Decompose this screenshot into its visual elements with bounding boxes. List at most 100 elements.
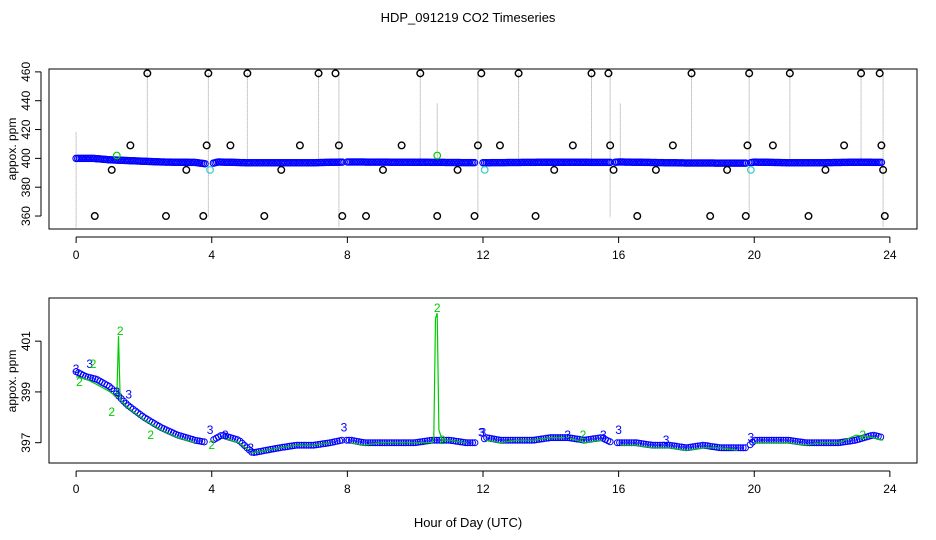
top-y-tick-label: 380: [19, 177, 33, 197]
series-3-point: [848, 437, 856, 445]
series-3-point: [431, 436, 438, 444]
outlier-point: [609, 165, 618, 174]
top-y-tick-label: 360: [19, 206, 33, 226]
series-3-point: [469, 439, 476, 447]
series-3-point: [362, 439, 370, 447]
outlier-point: [331, 69, 340, 78]
outlier-point: [260, 212, 269, 221]
series-3-point: [575, 435, 583, 443]
outlier-point: [706, 212, 715, 221]
top-panel: 0 4 8 12 16 20 24 360 380 400 420 440 460 appox. pp…: [5, 62, 918, 262]
top-x-tick-label: 20: [748, 248, 762, 262]
series-3-label: 3: [480, 426, 487, 440]
outlier-point: [416, 69, 425, 78]
top-y-tick-label: 440: [19, 90, 33, 110]
series-2-label: 2: [439, 433, 446, 447]
series-3-point: [466, 439, 474, 447]
series-3-point: [191, 436, 199, 444]
series-3-point: [867, 432, 875, 440]
series-2-label: 2: [90, 357, 97, 371]
series-3-label: 3: [86, 357, 93, 371]
series-3-label: 3: [341, 420, 348, 434]
bottom-x-tick-label: 16: [612, 482, 626, 496]
figure-title: HDP_091219 CO2 Timeseries: [381, 10, 556, 25]
series-3-point: [734, 444, 742, 452]
outlier-point: [473, 141, 482, 150]
outlier-point: [877, 141, 886, 150]
series-3-point: [471, 439, 479, 447]
series-3-point: [730, 444, 738, 452]
outlier-point: [857, 69, 866, 78]
bottom-x-tick-label: 0: [73, 482, 80, 496]
series-3-point: [606, 438, 614, 446]
outlier-point: [433, 212, 442, 221]
outlier-point: [879, 165, 888, 174]
top-y-tick-label: 420: [19, 119, 33, 139]
top-x-tick-label: 16: [612, 248, 626, 262]
series-3-point: [423, 437, 431, 445]
series-3-label: 3: [113, 385, 120, 399]
cyan-point: [746, 166, 755, 174]
series-3-point: [419, 438, 427, 446]
outlier-point: [277, 165, 286, 174]
bottom-x-tick-label: 8: [344, 482, 351, 496]
series-3-point: [739, 444, 747, 452]
outlier-point: [243, 69, 252, 78]
top-outlier-points: [90, 69, 889, 221]
series-2-label: 2: [580, 428, 587, 442]
outlier-point: [314, 69, 323, 78]
outlier-point: [768, 141, 777, 150]
outlier-point: [161, 212, 170, 221]
series-3-label: 3: [615, 423, 622, 437]
series-3-point: [217, 432, 225, 440]
bottom-y-axis: 397 399 401: [19, 331, 42, 453]
top-x-tick-label: 24: [883, 248, 897, 262]
series-2-label: 2: [208, 438, 215, 452]
top-y-tick-label: 460: [19, 62, 33, 82]
series-3-label: 3: [663, 433, 670, 447]
bottom-y-tick-label: 401: [19, 331, 33, 351]
top-spike-lines: [75, 73, 884, 228]
x-axis-label: Hour of Day (UTC): [414, 515, 522, 530]
series-3-point: [338, 436, 346, 444]
outlier-point: [495, 141, 504, 150]
series-3-label: 3: [222, 428, 229, 442]
series-3-point: [243, 444, 251, 452]
outlier-point: [199, 212, 208, 221]
bottom-x-axis: 0 4 8 12 16 20 24: [73, 470, 897, 496]
top-y-tick-label: 400: [19, 148, 33, 168]
series-3-point: [711, 443, 719, 451]
green-point: [433, 151, 442, 160]
outlier-point: [821, 165, 830, 174]
series-2-line: [75, 336, 195, 444]
series-2-label: 2: [108, 405, 115, 419]
outlier-point: [723, 165, 732, 174]
series-3-point: [810, 439, 818, 447]
bottom-x-tick-label: 20: [748, 482, 762, 496]
cyan-point: [206, 166, 214, 174]
series-3-point: [433, 436, 441, 444]
green-point: [112, 151, 121, 160]
outlier-point: [477, 69, 486, 78]
outlier-point: [182, 165, 191, 174]
series-3-point: [345, 436, 353, 444]
outlier-point: [550, 165, 559, 174]
series-3-point: [369, 439, 377, 447]
outlier-point: [745, 69, 754, 78]
top-x-tick-label: 12: [476, 248, 490, 262]
outlier-point: [587, 69, 596, 78]
outlier-point: [880, 212, 889, 221]
bottom-y-tick-label: 399: [19, 382, 33, 402]
series-3-point: [105, 383, 113, 390]
top-x-tick-label: 8: [344, 248, 351, 262]
series-2-label: 2: [434, 301, 441, 315]
series-3-label: 3: [600, 428, 607, 442]
series-3-label: 3: [73, 362, 80, 376]
bottom-x-tick-label: 4: [208, 482, 215, 496]
series-3-point: [732, 444, 740, 452]
series-2-line: [754, 434, 884, 446]
outlier-point: [453, 165, 462, 174]
